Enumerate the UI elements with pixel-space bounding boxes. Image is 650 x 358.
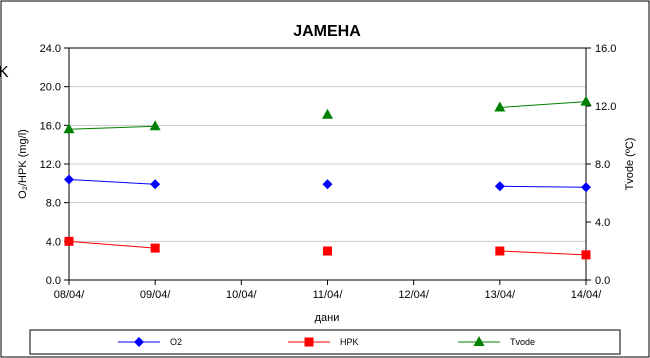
legend-label-o2: O2 (170, 337, 182, 347)
legend-item-o2: O2 (118, 337, 182, 347)
data-point-hpk (581, 250, 591, 260)
series-line-o2 (68, 178, 156, 185)
x-tick-label: 14/04/ (571, 289, 603, 301)
y-tick-label-left: 4.0 (46, 236, 61, 248)
data-point-o2 (581, 182, 591, 193)
data-point-tvode (580, 95, 592, 106)
legend-items: O2 HPK Tvode (118, 336, 535, 347)
data-point-hpk (150, 243, 160, 253)
x-tick-label: 09/04/ (140, 289, 172, 301)
x-tick-label: 08/04/ (54, 289, 86, 301)
x-tick-label: 12/04/ (398, 289, 430, 301)
chart-title: JAMEHA (293, 23, 361, 40)
right-axis: 0.0 4.0 8.0 12.0 16.0 (586, 43, 616, 287)
y-tick-label-right: 0.0 (595, 275, 610, 287)
y-tick-label-right: 8.0 (595, 159, 610, 171)
series-o2 (64, 174, 591, 193)
data-point-o2 (494, 181, 505, 192)
data-point-hpk (323, 246, 332, 256)
series-line-o2 (499, 185, 587, 188)
series-tvode (63, 95, 592, 134)
series-line-hpk (499, 250, 587, 256)
y-tick-label-left: 20.0 (40, 82, 61, 94)
y-tick-label-left: 16.0 (40, 120, 61, 132)
legend-marker-o2 (134, 337, 144, 347)
legend-marker-hpk (304, 337, 314, 347)
y-tick-label-right: 4.0 (595, 217, 610, 229)
x-axis: 08/04/09/04/10/04/11/04/12/04/13/04/14/0… (54, 280, 603, 301)
data-point-o2 (150, 179, 161, 190)
series-line-tvode (68, 125, 156, 130)
left-axis: 0.0 4.0 8.0 12.0 16.0 20.0 24.0 (40, 43, 69, 287)
legend-marker-tvode (473, 336, 485, 346)
data-point-hpk (495, 246, 505, 256)
y-tick-label-right: 12.0 (595, 101, 616, 113)
y-axis-left-title: O₂/HPK (mg/l) (17, 129, 29, 199)
y-tick-label-left: 12.0 (40, 159, 61, 171)
data-point-o2 (322, 179, 333, 190)
stray-glyph: K (0, 64, 9, 81)
y-tick-label-right: 16.0 (595, 43, 616, 55)
x-tick-label: 10/04/ (226, 289, 258, 301)
x-axis-title: дани (315, 312, 340, 324)
x-tick-label: 11/04/ (313, 289, 344, 301)
series-layer (63, 95, 592, 260)
data-point-tvode (149, 120, 161, 131)
y-tick-label-left: 8.0 (46, 198, 61, 210)
y-tick-label-left: 0.0 (46, 275, 61, 287)
legend-item-hpk: HPK (288, 337, 359, 347)
data-point-hpk (64, 236, 74, 246)
series-line-hpk (68, 240, 156, 249)
data-point-tvode (63, 123, 75, 134)
legend-label-hpk: HPK (340, 337, 359, 347)
y-tick-label-left: 24.0 (40, 43, 61, 55)
data-point-o2 (64, 174, 74, 185)
legend-label-tvode: Tvode (510, 337, 535, 347)
y-axis-right-title: Tvode (ºC) (624, 138, 636, 191)
series-line-tvode (499, 101, 587, 108)
x-tick-label: 13/04/ (485, 289, 517, 301)
data-point-tvode (494, 101, 506, 112)
data-point-tvode (322, 108, 333, 119)
series-hpk (64, 236, 591, 260)
legend-item-tvode: Tvode (458, 336, 535, 347)
